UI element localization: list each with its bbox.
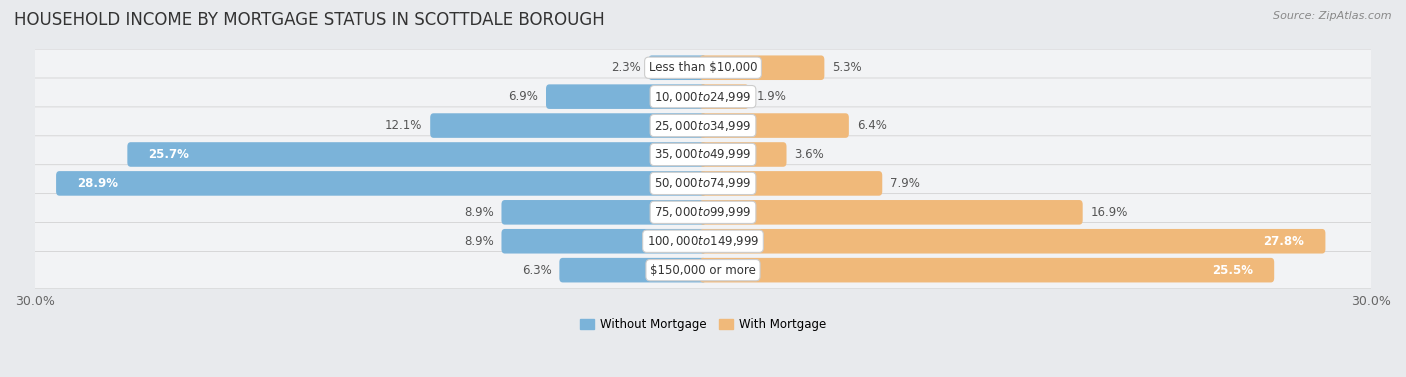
Text: 6.9%: 6.9% [509, 90, 538, 103]
FancyBboxPatch shape [700, 84, 748, 109]
Text: 6.4%: 6.4% [856, 119, 887, 132]
Text: 25.5%: 25.5% [1212, 264, 1253, 277]
Text: 2.3%: 2.3% [610, 61, 641, 74]
FancyBboxPatch shape [700, 229, 1326, 254]
FancyBboxPatch shape [27, 49, 1379, 86]
Text: $10,000 to $24,999: $10,000 to $24,999 [654, 90, 752, 104]
Text: $25,000 to $34,999: $25,000 to $34,999 [654, 118, 752, 133]
Text: 12.1%: 12.1% [385, 119, 422, 132]
Text: 28.9%: 28.9% [77, 177, 118, 190]
FancyBboxPatch shape [27, 251, 1379, 289]
FancyBboxPatch shape [27, 78, 1379, 115]
Text: $150,000 or more: $150,000 or more [650, 264, 756, 277]
Text: $75,000 to $99,999: $75,000 to $99,999 [654, 205, 752, 219]
Text: 8.9%: 8.9% [464, 206, 494, 219]
FancyBboxPatch shape [27, 165, 1379, 202]
Text: 1.9%: 1.9% [756, 90, 786, 103]
FancyBboxPatch shape [700, 171, 882, 196]
FancyBboxPatch shape [560, 258, 706, 282]
FancyBboxPatch shape [502, 200, 706, 225]
Text: 27.8%: 27.8% [1264, 235, 1305, 248]
FancyBboxPatch shape [27, 222, 1379, 260]
Text: Less than $10,000: Less than $10,000 [648, 61, 758, 74]
FancyBboxPatch shape [128, 142, 706, 167]
FancyBboxPatch shape [546, 84, 706, 109]
FancyBboxPatch shape [700, 55, 824, 80]
Text: $100,000 to $149,999: $100,000 to $149,999 [647, 234, 759, 248]
FancyBboxPatch shape [700, 258, 1274, 282]
Text: 7.9%: 7.9% [890, 177, 920, 190]
Legend: Without Mortgage, With Mortgage: Without Mortgage, With Mortgage [575, 313, 831, 336]
FancyBboxPatch shape [648, 55, 706, 80]
Text: HOUSEHOLD INCOME BY MORTGAGE STATUS IN SCOTTDALE BOROUGH: HOUSEHOLD INCOME BY MORTGAGE STATUS IN S… [14, 11, 605, 29]
Text: 8.9%: 8.9% [464, 235, 494, 248]
FancyBboxPatch shape [700, 200, 1083, 225]
Text: 6.3%: 6.3% [522, 264, 551, 277]
FancyBboxPatch shape [502, 229, 706, 254]
FancyBboxPatch shape [430, 113, 706, 138]
FancyBboxPatch shape [700, 142, 786, 167]
FancyBboxPatch shape [27, 136, 1379, 173]
FancyBboxPatch shape [27, 107, 1379, 144]
Text: Source: ZipAtlas.com: Source: ZipAtlas.com [1274, 11, 1392, 21]
FancyBboxPatch shape [56, 171, 706, 196]
Text: 16.9%: 16.9% [1091, 206, 1128, 219]
Text: $35,000 to $49,999: $35,000 to $49,999 [654, 147, 752, 161]
Text: 5.3%: 5.3% [832, 61, 862, 74]
FancyBboxPatch shape [700, 113, 849, 138]
Text: $50,000 to $74,999: $50,000 to $74,999 [654, 176, 752, 190]
FancyBboxPatch shape [27, 194, 1379, 231]
Text: 3.6%: 3.6% [794, 148, 824, 161]
Text: 25.7%: 25.7% [149, 148, 190, 161]
